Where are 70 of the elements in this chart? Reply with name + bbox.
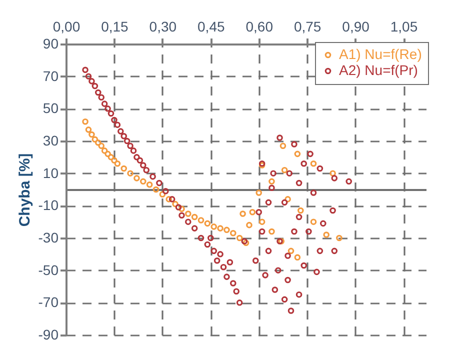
point <box>140 178 146 185</box>
point <box>98 142 104 149</box>
point <box>198 217 204 224</box>
point <box>95 139 102 146</box>
point <box>288 248 294 254</box>
y-tick-label: 10 <box>42 164 59 181</box>
point <box>127 170 134 176</box>
y-tick-label: -90 <box>38 326 59 342</box>
point <box>82 118 88 125</box>
point <box>120 165 127 172</box>
y-tick-label: 30 <box>42 132 59 148</box>
point <box>240 210 246 217</box>
point <box>294 254 301 261</box>
point <box>146 182 153 188</box>
y-tick-label: -70 <box>38 294 59 310</box>
point <box>166 196 172 202</box>
y-tick-label: -10 <box>38 197 59 214</box>
point <box>258 218 266 225</box>
point <box>185 210 192 217</box>
point <box>191 214 198 220</box>
point <box>336 234 342 242</box>
point <box>224 226 230 234</box>
x-tick-label: 0,00 <box>52 18 80 34</box>
x-tick-label: 0,90 <box>342 18 370 34</box>
point <box>294 150 301 158</box>
point <box>108 154 114 160</box>
point <box>256 190 262 196</box>
point <box>330 170 336 176</box>
point <box>134 175 140 182</box>
point <box>114 160 121 167</box>
point <box>101 148 108 154</box>
x-tick-label: 0,60 <box>246 18 274 34</box>
point <box>236 234 243 242</box>
point <box>88 131 95 138</box>
point <box>268 228 275 235</box>
point <box>280 142 286 149</box>
point <box>111 157 118 164</box>
point <box>284 196 291 202</box>
y-axis-title: Chyba [%] <box>16 153 34 227</box>
y-tick-label: 70 <box>42 68 59 84</box>
point <box>159 191 166 198</box>
point <box>172 200 178 208</box>
point <box>85 126 92 133</box>
legend-label: A2) Nu=f(Pr) <box>339 62 418 78</box>
y-tick-label: -30 <box>38 230 59 246</box>
y-tick-label: 90 <box>42 36 59 52</box>
legend-label: A1) Nu=f(Re) <box>339 46 422 62</box>
point <box>104 150 111 158</box>
x-tick-label: 0,45 <box>198 18 225 34</box>
point <box>268 178 275 185</box>
point <box>246 222 252 228</box>
point <box>210 224 217 230</box>
x-tick-label: 0,75 <box>294 18 322 34</box>
point <box>310 218 317 225</box>
point <box>152 186 160 193</box>
point <box>310 160 317 167</box>
point <box>249 208 256 216</box>
y-tick-label: -50 <box>38 262 59 278</box>
x-tick-label: 0,30 <box>149 18 177 34</box>
point <box>323 232 330 238</box>
point <box>298 207 304 214</box>
x-tick-label: 0,15 <box>101 18 129 34</box>
y-tick-label: 50 <box>42 100 59 116</box>
x-tick-label: 1,05 <box>390 18 418 34</box>
point <box>92 136 98 143</box>
point <box>230 230 236 236</box>
point <box>178 206 185 212</box>
point <box>281 166 288 174</box>
point <box>204 220 211 227</box>
point <box>217 225 224 232</box>
